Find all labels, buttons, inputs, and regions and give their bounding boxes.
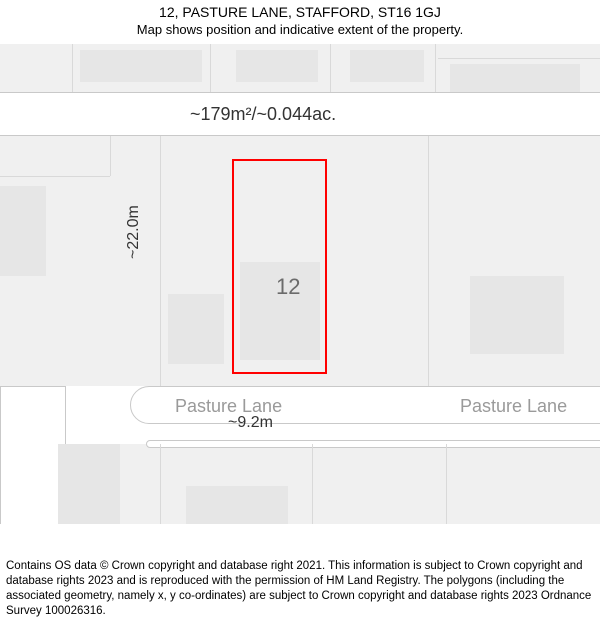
building-footprint xyxy=(236,50,318,82)
plot-divider xyxy=(446,444,447,524)
area-label: ~179m²/~0.044ac. xyxy=(190,104,336,125)
building-footprint xyxy=(186,486,288,524)
plot-divider xyxy=(312,444,313,524)
property-polygon xyxy=(232,159,327,374)
page-subtitle: Map shows position and indicative extent… xyxy=(0,22,600,37)
plot-divider xyxy=(210,44,211,92)
building-footprint xyxy=(168,294,224,364)
map-canvas: ~179m²/~0.044ac.~22.0m~9.2m12Pasture Lan… xyxy=(0,44,600,524)
plot-divider xyxy=(438,58,600,59)
building-footprint xyxy=(80,50,202,82)
plot-divider xyxy=(0,176,110,177)
plot-number: 12 xyxy=(276,274,300,300)
plot-divider xyxy=(160,136,161,386)
plot-divider xyxy=(110,136,111,176)
building-footprint xyxy=(58,444,120,524)
copyright-footer: Contains OS data © Crown copyright and d… xyxy=(6,559,594,619)
plot-divider xyxy=(72,44,73,92)
building-footprint xyxy=(350,50,424,82)
page-title: 12, PASTURE LANE, STAFFORD, ST16 1GJ xyxy=(0,0,600,20)
height-label: ~22.0m xyxy=(125,205,143,259)
building-footprint xyxy=(0,186,46,276)
building-footprint xyxy=(470,276,564,354)
plot-divider xyxy=(160,444,161,524)
plot-divider xyxy=(435,44,436,92)
building-footprint xyxy=(450,64,580,92)
plot-divider xyxy=(428,136,429,386)
road-name-label: Pasture Lane xyxy=(175,396,282,417)
plot-divider xyxy=(330,44,331,92)
road xyxy=(0,386,66,524)
road xyxy=(146,440,600,448)
road-name-label: Pasture Lane xyxy=(460,396,567,417)
